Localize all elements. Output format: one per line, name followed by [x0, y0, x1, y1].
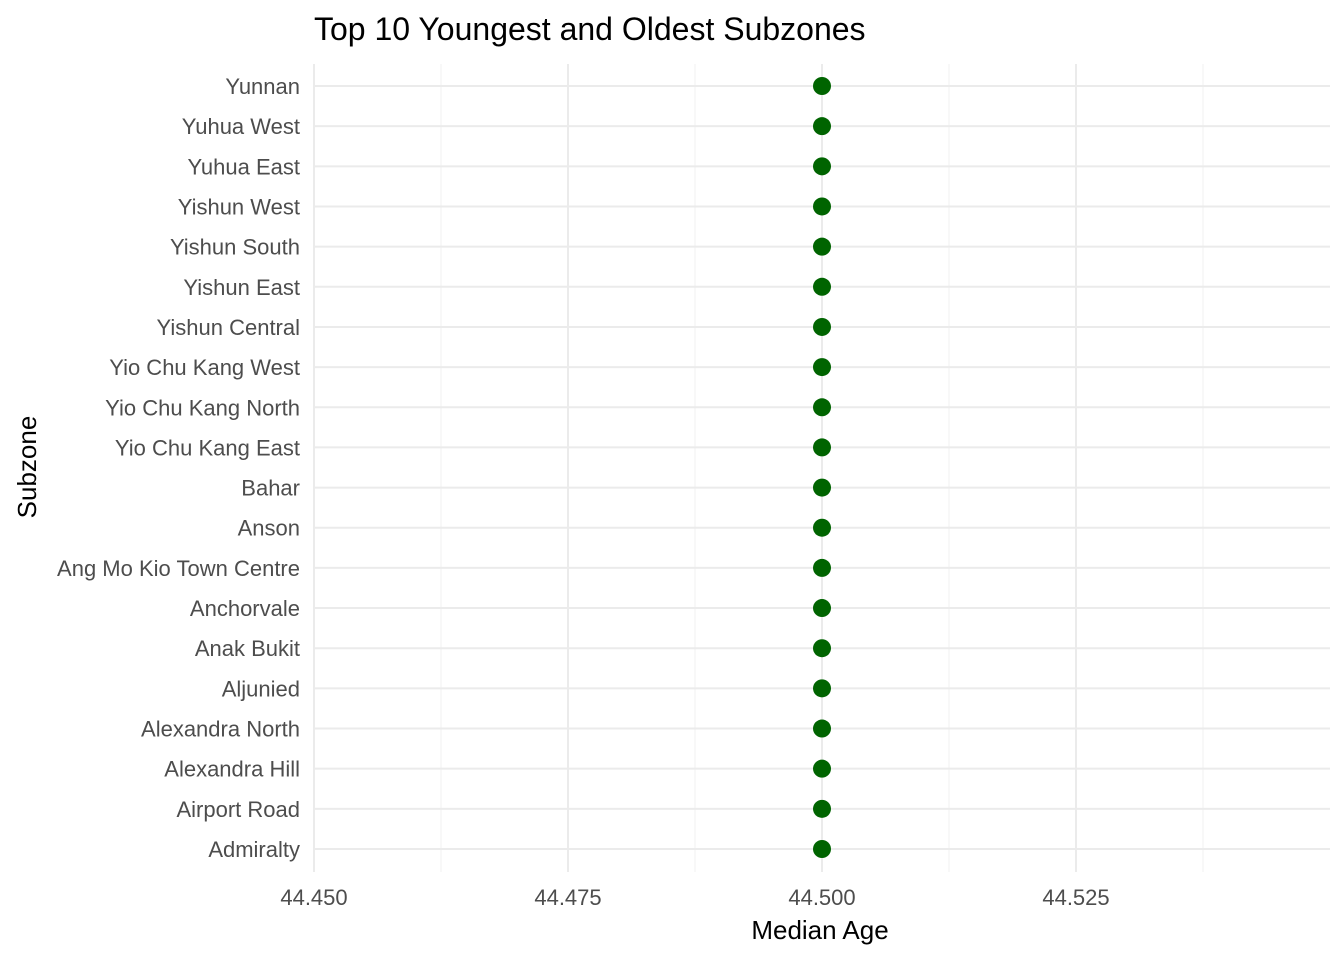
- data-point: [813, 558, 831, 577]
- grid-lines: [313, 64, 1330, 872]
- x-tick-label: 44.475: [534, 885, 601, 910]
- data-point: [813, 719, 831, 738]
- data-point: [813, 639, 831, 658]
- y-tick-label: Yishun East: [183, 275, 300, 300]
- y-tick-label: Yio Chu Kang North: [105, 395, 300, 420]
- data-point: [813, 438, 831, 457]
- y-tick-label: Anak Bukit: [195, 636, 300, 661]
- data-point: [813, 518, 831, 537]
- y-tick-label: Yio Chu Kang East: [115, 435, 300, 460]
- y-tick-label: Ang Mo Kio Town Centre: [57, 556, 300, 581]
- data-point: [813, 679, 831, 698]
- y-tick-label: Anson: [238, 516, 300, 541]
- y-axis-tick-labels: Yunnan Yuhua West Yuhua East Yishun West Yis…: [57, 74, 300, 862]
- data-point: [813, 759, 831, 778]
- y-tick-label: Yunnan: [225, 74, 300, 99]
- y-tick-label: Alexandra North: [141, 717, 300, 742]
- data-point: [813, 478, 831, 497]
- data-point: [813, 840, 831, 858]
- data-point: [813, 197, 831, 216]
- y-tick-label: Aljunied: [222, 676, 300, 701]
- y-tick-label: Airport Road: [176, 797, 300, 822]
- data-point: [813, 77, 831, 95]
- y-tick-label: Yuhua East: [187, 154, 300, 179]
- x-tick-label: 44.450: [280, 885, 347, 910]
- data-point: [813, 117, 831, 136]
- data-point: [813, 277, 831, 296]
- data-point: [813, 599, 831, 618]
- y-tick-label: Anchorvale: [190, 596, 300, 621]
- y-tick-label: Admiralty: [208, 837, 300, 862]
- y-tick-label: Yishun Central: [157, 315, 300, 340]
- y-tick-label: Yishun South: [170, 235, 300, 260]
- y-tick-label: Bahar: [241, 476, 300, 501]
- y-tick-label: Yuhua West: [182, 114, 300, 139]
- data-point: [813, 398, 831, 417]
- chart-title: Top 10 Youngest and Oldest Subzones: [314, 11, 866, 47]
- data-point: [813, 358, 831, 377]
- data-point: [813, 799, 831, 818]
- y-tick-label: Alexandra Hill: [164, 757, 300, 782]
- y-tick-label: Yishun West: [178, 194, 300, 219]
- y-axis-title: Subzone: [12, 416, 42, 519]
- x-tick-label: 44.500: [788, 885, 855, 910]
- data-point: [813, 237, 831, 256]
- data-point: [813, 317, 831, 336]
- data-point: [813, 157, 831, 176]
- data-points: [813, 77, 831, 858]
- x-axis-title: Median Age: [751, 915, 888, 945]
- x-tick-label: 44.525: [1042, 885, 1109, 910]
- x-axis-tick-labels: 44.450 44.475 44.500 44.525: [280, 885, 1109, 910]
- y-tick-label: Yio Chu Kang West: [109, 355, 300, 380]
